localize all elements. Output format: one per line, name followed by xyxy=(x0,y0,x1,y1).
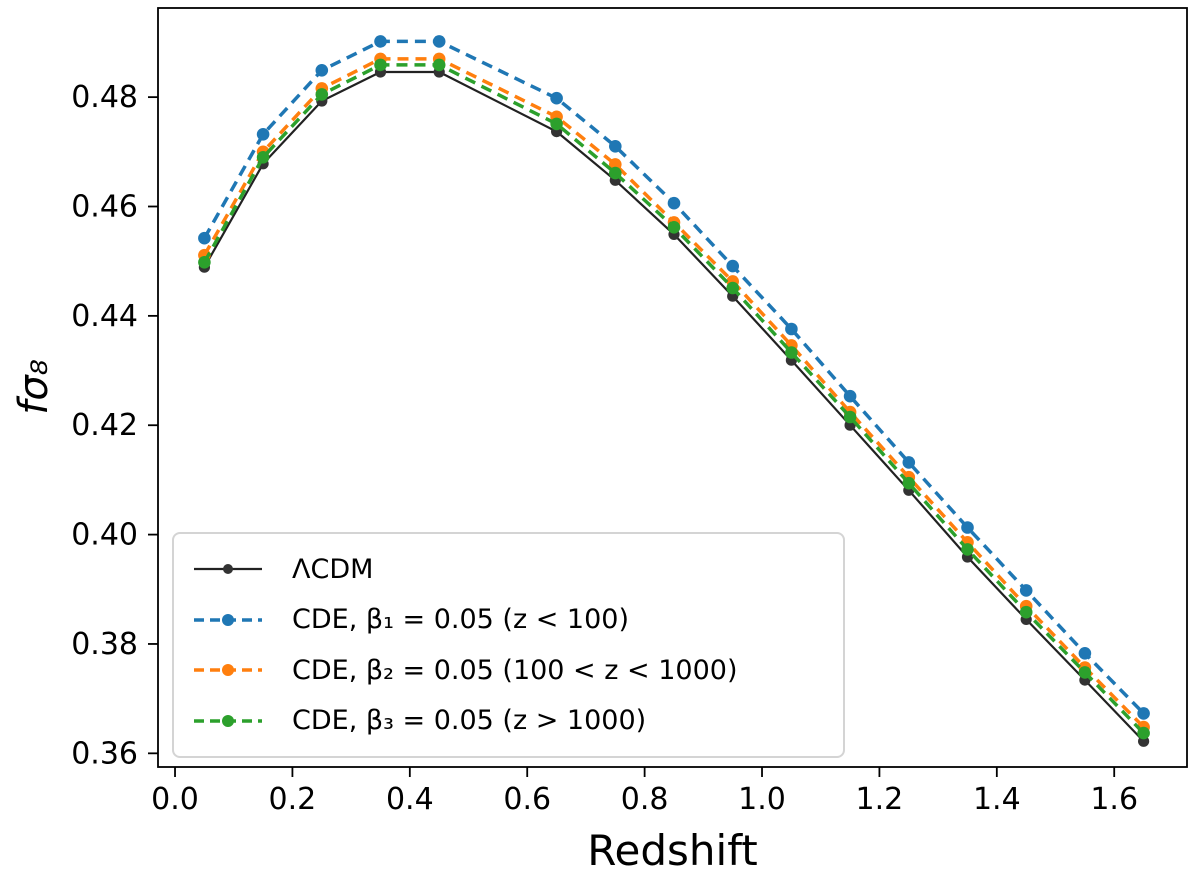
x-tick-label: 1.6 xyxy=(1090,782,1138,817)
data-point-marker xyxy=(315,64,329,77)
data-point-marker xyxy=(374,58,387,72)
data-point-marker xyxy=(1019,584,1033,597)
data-point-marker xyxy=(1137,707,1150,720)
x-tick-label: 0.4 xyxy=(386,782,434,817)
data-point-marker xyxy=(961,543,974,556)
legend-label: CDE, β₁ = 0.05 (z < 100) xyxy=(292,604,629,636)
legend-sample-line xyxy=(194,564,262,575)
y-tick-label: 0.40 xyxy=(71,518,138,553)
data-point-marker xyxy=(550,91,563,105)
plot-border xyxy=(157,7,1188,768)
data-point-marker xyxy=(726,281,739,295)
x-tick-label: 1.0 xyxy=(738,782,786,817)
series-line-3 xyxy=(202,63,1145,735)
y-tick-label: 0.36 xyxy=(71,736,138,771)
legend-row: CDE, β₁ = 0.05 (z < 100) xyxy=(192,604,833,635)
data-point-marker xyxy=(961,521,974,534)
data-point-marker xyxy=(667,196,681,210)
x-tick-label: 0.8 xyxy=(621,782,669,817)
series-line-2 xyxy=(202,57,1145,729)
data-point-marker xyxy=(256,128,270,141)
data-point-marker xyxy=(726,259,739,273)
data-point-marker xyxy=(432,35,446,48)
x-tick-label: 1.4 xyxy=(973,782,1021,817)
y-axis-label: fσ₈ xyxy=(11,359,57,415)
legend-sample-line xyxy=(194,714,262,727)
y-tick-label: 0.48 xyxy=(71,80,138,115)
legend-label: CDE, β₃ = 0.05 (z > 1000) xyxy=(292,705,647,737)
data-point-marker xyxy=(432,58,446,72)
x-axis-label: Redshift xyxy=(587,826,758,875)
data-point-marker xyxy=(843,410,857,424)
data-point-marker xyxy=(198,255,211,269)
data-point-marker xyxy=(374,35,387,48)
legend-row: ΛCDM xyxy=(192,554,833,585)
data-point-marker xyxy=(550,117,563,131)
x-tick-label: 1.2 xyxy=(856,782,904,817)
legend-row: CDE, β₂ = 0.05 (100 < z < 1000) xyxy=(192,655,833,686)
legend-sample-line xyxy=(194,664,262,677)
legend-sample-marker xyxy=(222,613,234,626)
data-point-marker xyxy=(843,389,857,403)
data-point-marker xyxy=(902,456,916,469)
y-tick-label: 0.42 xyxy=(71,408,138,443)
data-point-marker xyxy=(667,221,681,234)
data-point-marker xyxy=(785,346,798,359)
legend-label: ΛCDM xyxy=(292,553,374,585)
x-tick-label: 0.6 xyxy=(503,782,551,817)
series-line-1 xyxy=(202,39,1145,715)
data-point-marker xyxy=(785,322,798,336)
legend-sample-marker xyxy=(222,714,234,727)
y-tick-label: 0.44 xyxy=(71,299,138,334)
legend-sample-marker xyxy=(223,564,233,575)
legend-sample-marker xyxy=(222,664,234,677)
legend-sample-line xyxy=(194,613,262,626)
x-tick-label: 0.2 xyxy=(269,782,317,817)
data-point-marker xyxy=(1019,605,1033,619)
data-point-marker xyxy=(1078,666,1092,679)
data-point-marker xyxy=(902,476,916,490)
series-line-0 xyxy=(203,70,1145,743)
data-point-marker xyxy=(609,140,622,153)
data-point-marker xyxy=(1137,726,1150,740)
legend-row: CDE, β₃ = 0.05 (z > 1000) xyxy=(192,705,833,736)
legend-label: CDE, β₂ = 0.05 (100 < z < 1000) xyxy=(292,654,738,686)
y-tick-label: 0.46 xyxy=(71,189,138,224)
data-point-marker xyxy=(256,151,270,164)
data-point-marker xyxy=(1078,647,1092,660)
data-point-marker xyxy=(315,88,329,101)
y-tick-label: 0.38 xyxy=(71,627,138,662)
data-point-marker xyxy=(609,158,622,171)
data-point-marker xyxy=(198,231,211,245)
legend: ΛCDM CDE, β₁ = 0.05 (z < 100) CDE, β₂ = 0.… xyxy=(172,532,845,758)
x-tick-label: 0.0 xyxy=(151,782,199,817)
data-point-marker xyxy=(609,166,622,180)
